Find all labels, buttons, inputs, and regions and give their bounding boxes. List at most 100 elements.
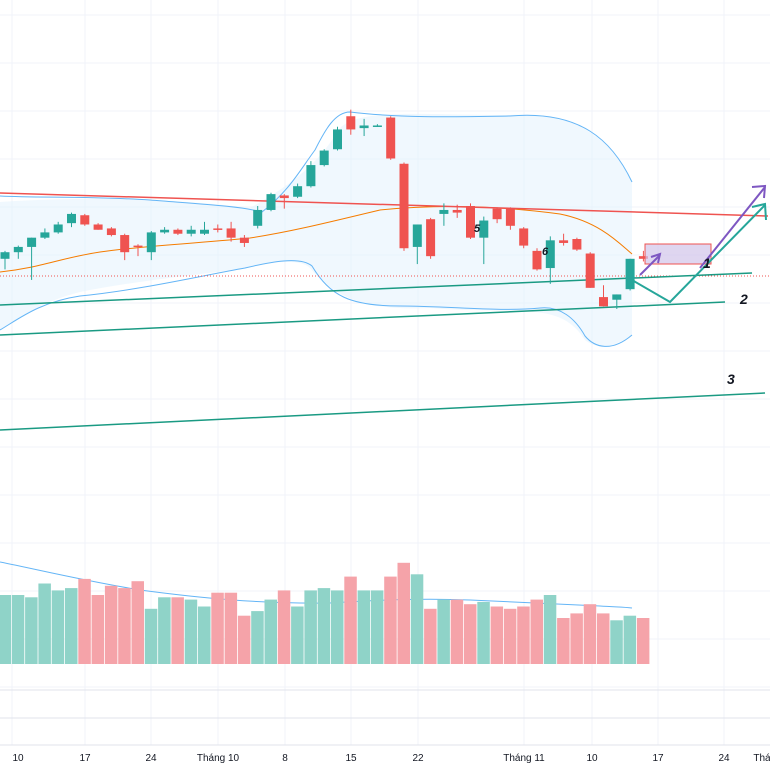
volume-bar[interactable] — [636, 618, 650, 664]
candle[interactable] — [599, 285, 608, 307]
candle[interactable] — [319, 149, 329, 167]
candle[interactable] — [266, 192, 276, 212]
volume-bar[interactable] — [410, 574, 424, 664]
volume-bar[interactable] — [38, 583, 51, 665]
volume-bar[interactable] — [118, 588, 131, 664]
candle[interactable] — [559, 233, 569, 246]
volume-bar[interactable] — [331, 590, 344, 664]
candle[interactable] — [213, 224, 223, 233]
candle[interactable] — [293, 183, 303, 199]
volume-bar[interactable] — [304, 590, 317, 664]
candle[interactable] — [452, 204, 462, 218]
volume-bar[interactable] — [543, 595, 557, 664]
candle[interactable] — [53, 221, 63, 234]
volume-bar[interactable] — [610, 620, 623, 664]
candle[interactable] — [120, 233, 130, 261]
volume-bar[interactable] — [503, 608, 517, 664]
candle[interactable] — [0, 250, 10, 270]
candle[interactable] — [479, 216, 489, 265]
volume-bar[interactable] — [490, 606, 504, 665]
trendline-red[interactable] — [0, 192, 769, 217]
candle[interactable] — [519, 227, 529, 249]
volume-bar[interactable] — [237, 615, 251, 664]
volume-bar[interactable] — [464, 604, 477, 664]
volume-bar[interactable] — [450, 599, 464, 664]
volume-bar[interactable] — [144, 608, 158, 664]
candle[interactable] — [306, 161, 316, 188]
volume-bar[interactable] — [158, 597, 171, 664]
candle[interactable] — [160, 227, 170, 234]
candle[interactable] — [372, 124, 382, 127]
volume-bar[interactable] — [25, 597, 38, 664]
volume-bar[interactable] — [477, 601, 490, 664]
candle[interactable] — [572, 237, 582, 251]
candle[interactable] — [133, 244, 143, 257]
candle[interactable] — [173, 228, 183, 236]
candle[interactable] — [186, 225, 196, 237]
candle[interactable] — [612, 294, 622, 309]
candle[interactable] — [253, 206, 263, 229]
candle[interactable] — [505, 207, 515, 230]
candle[interactable] — [80, 213, 90, 226]
projection-green-path[interactable] — [631, 204, 766, 304]
candle[interactable] — [439, 203, 449, 226]
candle[interactable] — [585, 252, 595, 288]
volume-bar[interactable] — [0, 595, 11, 664]
candle[interactable] — [279, 194, 289, 209]
volume-bar[interactable] — [357, 590, 371, 664]
candle[interactable] — [146, 231, 156, 261]
volume-bar[interactable] — [517, 606, 530, 665]
candle[interactable] — [200, 221, 209, 236]
volume-bar[interactable] — [384, 576, 397, 664]
volume-bar[interactable] — [264, 599, 278, 664]
volume-bar[interactable] — [224, 592, 238, 664]
candle[interactable] — [492, 207, 502, 224]
volume-bar[interactable] — [51, 590, 65, 664]
volume-bar[interactable] — [211, 592, 224, 664]
projection-purple-long[interactable] — [699, 186, 766, 269]
volume-bar[interactable] — [424, 608, 437, 664]
volume-bar[interactable] — [557, 618, 570, 664]
volume-bar[interactable] — [583, 604, 597, 664]
volume-bar[interactable] — [184, 599, 198, 664]
trendline-green-2[interactable] — [0, 301, 726, 336]
candle[interactable] — [40, 228, 50, 239]
candle[interactable] — [359, 118, 369, 137]
volume-bar[interactable] — [397, 562, 411, 664]
volume-bar[interactable] — [65, 588, 78, 664]
volume-bar[interactable] — [597, 613, 610, 664]
candle[interactable] — [67, 212, 76, 228]
volume-bar[interactable] — [11, 595, 25, 664]
trendline-green-3[interactable] — [0, 392, 766, 431]
candle[interactable] — [239, 235, 249, 247]
volume-bar[interactable] — [317, 588, 331, 664]
volume-bar[interactable] — [131, 581, 145, 664]
volume-bar[interactable] — [437, 599, 450, 664]
candle[interactable] — [545, 236, 555, 284]
volume-bar[interactable] — [78, 578, 91, 664]
candle[interactable] — [106, 227, 116, 237]
volume-bar[interactable] — [251, 611, 264, 664]
candle[interactable] — [346, 109, 356, 135]
volume-bar[interactable] — [104, 585, 118, 664]
volume-bar[interactable] — [570, 613, 583, 664]
volume-bar[interactable] — [530, 599, 544, 664]
candle[interactable] — [93, 223, 103, 230]
volume-bar[interactable] — [623, 615, 637, 664]
candle[interactable] — [399, 162, 409, 251]
volume-bar[interactable] — [277, 590, 291, 664]
projection-purple-short[interactable] — [639, 254, 661, 276]
candle[interactable] — [386, 116, 396, 160]
candle[interactable] — [226, 221, 236, 242]
volume-bar[interactable] — [370, 590, 384, 664]
candle[interactable] — [412, 224, 422, 265]
candle[interactable] — [333, 126, 342, 151]
volume-bar[interactable] — [171, 597, 184, 664]
volume-bar[interactable] — [291, 606, 304, 665]
candle[interactable] — [625, 258, 635, 291]
candle[interactable] — [426, 217, 436, 259]
volume-bar[interactable] — [344, 576, 357, 664]
candle[interactable] — [27, 237, 37, 280]
candle[interactable] — [532, 248, 542, 271]
